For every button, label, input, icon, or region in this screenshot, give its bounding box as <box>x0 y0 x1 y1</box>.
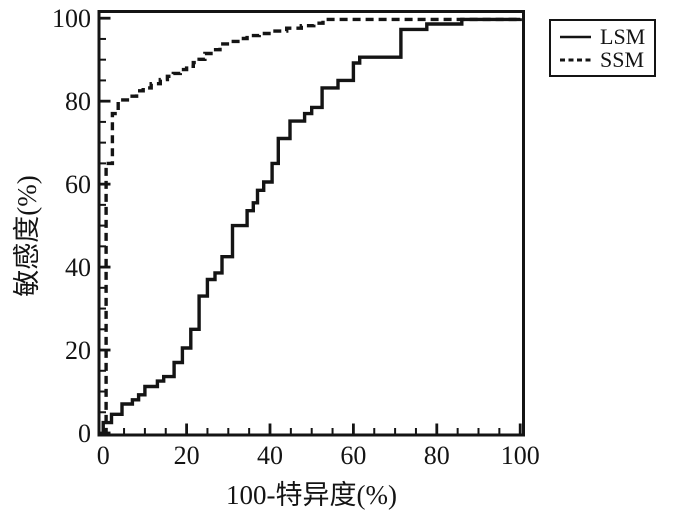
y-axis-title: 敏感度(%) <box>12 175 42 297</box>
y-tick-label: 40 <box>65 253 91 282</box>
x-tick-label: 60 <box>340 441 366 470</box>
legend-solid-line-icon <box>560 35 591 38</box>
y-tick-label: 80 <box>65 87 91 116</box>
y-tick-label: 60 <box>65 170 91 199</box>
y-tick-label: 20 <box>65 336 91 365</box>
series-ssm <box>103 17 522 435</box>
x-tick-label: 80 <box>424 441 450 470</box>
x-axis-title: 100-特异度(%) <box>226 480 397 510</box>
legend-dashed-line-icon <box>560 58 591 61</box>
legend-label-lsm: LSM <box>600 24 646 49</box>
y-tick-label: 100 <box>52 4 91 33</box>
x-tick-label: 0 <box>97 441 110 470</box>
plot-border <box>97 10 525 437</box>
legend-label-ssm: SSM <box>600 47 645 72</box>
x-tick-label: 40 <box>257 441 283 470</box>
series-lsm <box>101 17 522 433</box>
legend: LSM SSM <box>549 19 657 77</box>
x-tick-label: 20 <box>174 441 200 470</box>
legend-row-lsm: LSM <box>559 25 645 48</box>
x-tick-label: 100 <box>501 441 540 470</box>
legend-row-ssm: SSM <box>559 48 645 71</box>
y-tick-label: 0 <box>78 419 91 448</box>
